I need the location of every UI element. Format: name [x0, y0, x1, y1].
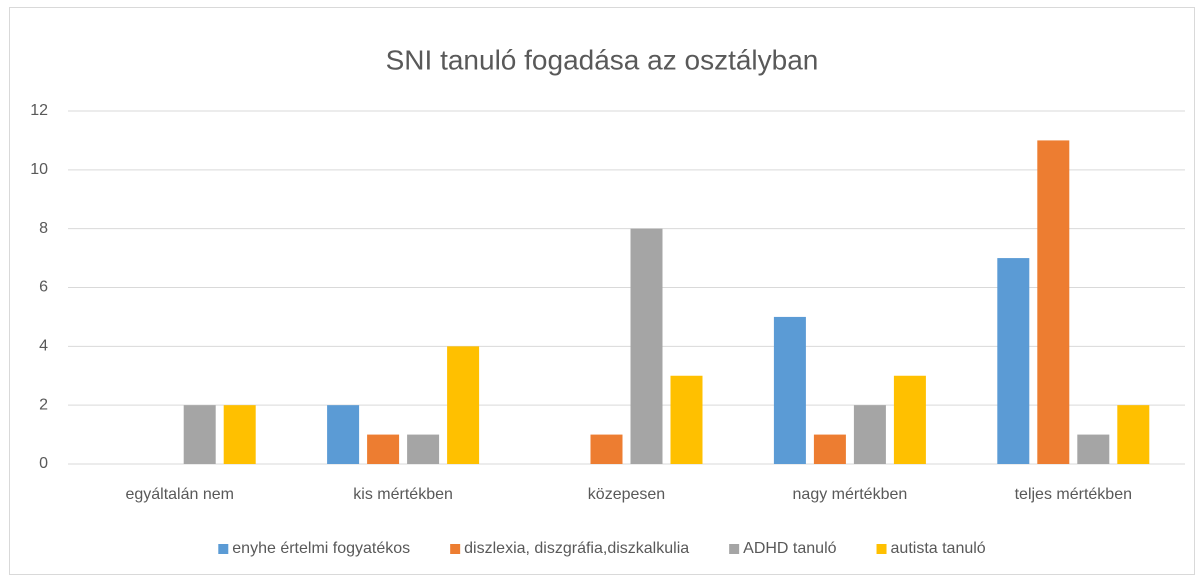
bar	[1077, 434, 1110, 464]
y-tick-label: 4	[39, 338, 48, 355]
bar	[813, 434, 846, 464]
bar	[670, 375, 703, 464]
y-tick-label: 6	[39, 279, 48, 296]
legend-label: enyhe értelmi fogyatékos	[232, 540, 410, 557]
y-tick-label: 8	[39, 220, 48, 237]
y-tick-label: 2	[39, 396, 48, 413]
y-tick-label: 12	[30, 102, 48, 119]
y-tick-label: 0	[39, 455, 48, 472]
bar	[407, 434, 440, 464]
legend-label: diszlexia, diszgráfia,diszkalkulia	[464, 540, 689, 557]
bar	[630, 228, 663, 464]
bar	[447, 346, 480, 464]
x-tick-label: közepesen	[588, 486, 665, 503]
bar	[997, 258, 1030, 464]
x-tick-label: nagy mértékben	[793, 486, 908, 503]
x-tick-label: teljes mértékben	[1015, 486, 1132, 503]
chart-frame	[9, 7, 1195, 575]
bar	[183, 405, 216, 464]
y-tick-label: 10	[30, 161, 48, 178]
legend-swatch	[876, 544, 887, 554]
legend-label: ADHD tanuló	[743, 540, 836, 557]
bar	[893, 375, 926, 464]
legend-swatch	[218, 544, 229, 554]
bar	[1037, 140, 1070, 464]
bar	[590, 434, 623, 464]
bar	[773, 316, 806, 464]
legend-swatch	[729, 544, 740, 554]
x-tick-label: egyáltalán nem	[125, 486, 234, 503]
bar	[1117, 405, 1150, 464]
bar	[853, 405, 886, 464]
bar	[223, 405, 256, 464]
legend-swatch	[450, 544, 461, 554]
bar	[327, 405, 360, 464]
chart-title: SNI tanuló fogadása az osztályban	[386, 44, 819, 75]
bar	[367, 434, 400, 464]
x-tick-label: kis mértékben	[353, 486, 453, 503]
legend-label: autista tanuló	[891, 540, 986, 557]
